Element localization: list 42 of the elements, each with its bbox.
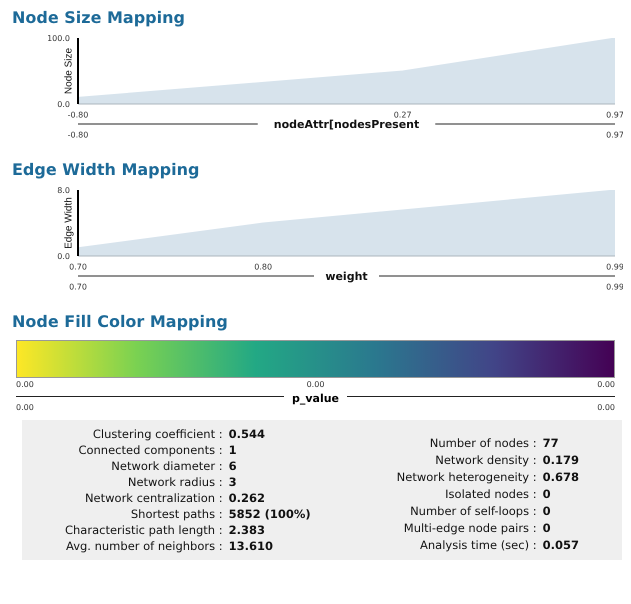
x2-tick-label: 0.99 bbox=[606, 282, 624, 292]
text: Connected components : 1 bbox=[77, 442, 238, 458]
x2-tick-label: 0.70 bbox=[69, 282, 87, 292]
text: Number of self-loops : 0 bbox=[409, 503, 552, 520]
x2-tick-label: 0.97 bbox=[606, 130, 624, 140]
text: 0.00 bbox=[16, 380, 34, 389]
text: Clustering coefficient : 0.544 bbox=[92, 426, 266, 442]
text: 0.00 bbox=[306, 380, 324, 389]
x-tick-label: 0.99 bbox=[606, 262, 624, 272]
x-tick-label: 0.70 bbox=[69, 262, 87, 272]
y-axis-title: Node Size bbox=[64, 47, 75, 94]
text: Shortest paths : 5852 (100%) bbox=[130, 506, 311, 522]
text: Network radius : 3 bbox=[126, 474, 238, 490]
x-tick-label: 0.97 bbox=[606, 110, 624, 120]
text: Analysis time (sec) : 0.057 bbox=[419, 537, 579, 554]
x2-tick-label: -0.80 bbox=[68, 130, 88, 140]
y-axis-title: Edge Width bbox=[64, 197, 75, 249]
text: Network density : 0.179 bbox=[434, 452, 579, 468]
text: Node Fill Color Mapping bbox=[12, 312, 229, 332]
text: Network centralization : 0.262 bbox=[84, 490, 266, 506]
y-tick-label: 0.0 bbox=[57, 252, 70, 261]
text: Multi-edge node pairs : 0 bbox=[402, 520, 552, 537]
chart-title: Edge Width Mapping bbox=[12, 160, 200, 180]
text: 0.00 bbox=[597, 380, 615, 389]
x-axis-title: nodeAttr[nodesPresent bbox=[274, 118, 420, 131]
text: Avg. number of neighbors : 13.610 bbox=[65, 538, 274, 554]
text: 0.00 bbox=[16, 403, 34, 412]
x-tick-label: 0.27 bbox=[394, 110, 412, 120]
text: Network diameter : 6 bbox=[110, 458, 238, 474]
text: p_value bbox=[284, 392, 348, 405]
text: Number of nodes : 77 bbox=[428, 434, 560, 452]
text: Network heterogeneity : 0.678 bbox=[396, 468, 579, 486]
chart-title: Node Size Mapping bbox=[12, 8, 186, 28]
y-tick-label: 100.0 bbox=[47, 34, 70, 43]
text: Characteristic path length : 2.383 bbox=[64, 522, 266, 538]
x-tick-label: 0.80 bbox=[254, 262, 272, 272]
text: 0.00 bbox=[597, 403, 615, 412]
y-tick-label: 8.0 bbox=[57, 186, 70, 195]
text: Isolated nodes : 0 bbox=[444, 486, 552, 503]
x-tick-label: -0.80 bbox=[68, 110, 88, 120]
x-axis-title: weight bbox=[325, 270, 368, 283]
y-tick-label: 0.0 bbox=[57, 100, 70, 109]
